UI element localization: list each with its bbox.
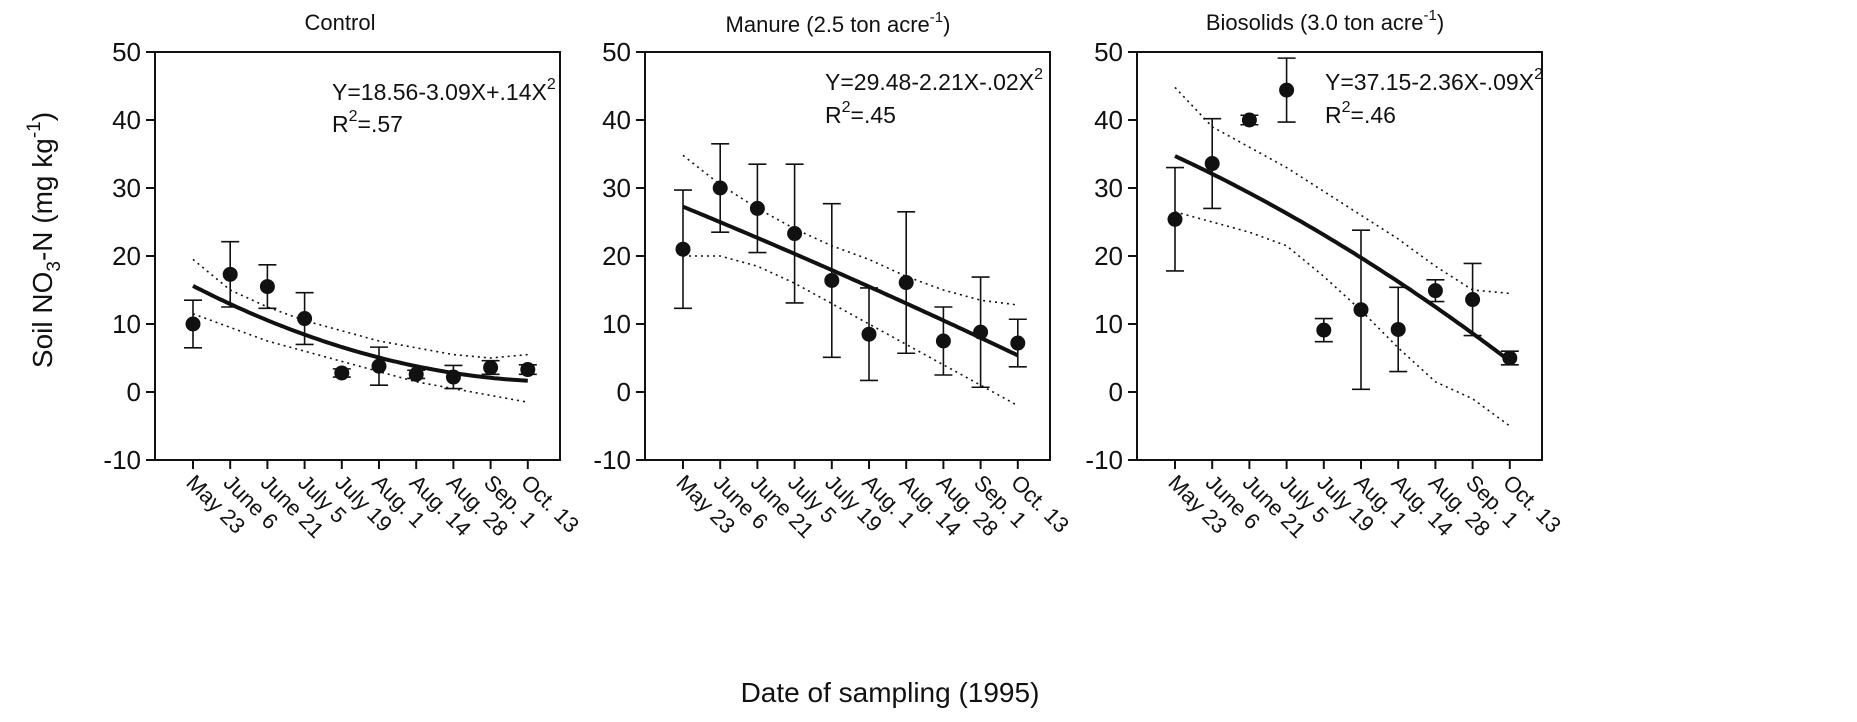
r-squared: R2=.57 bbox=[332, 108, 403, 137]
data-point bbox=[222, 266, 238, 282]
data-point bbox=[973, 324, 989, 340]
data-point bbox=[297, 311, 313, 327]
y-ticks: -10 0 10 20 30 40 50 bbox=[593, 37, 645, 475]
data-point bbox=[371, 358, 387, 374]
data-point bbox=[898, 275, 914, 291]
data-point bbox=[1390, 321, 1406, 337]
y-axis-title: Soil NO3-N (mg kg-1) bbox=[24, 112, 65, 368]
data-point bbox=[1167, 211, 1183, 227]
confidence-band-lower bbox=[683, 255, 1019, 407]
data-point bbox=[1353, 302, 1369, 318]
data-point bbox=[712, 180, 728, 196]
y-tick-label: 50 bbox=[602, 37, 631, 67]
y-tick-label: -10 bbox=[103, 445, 141, 475]
y-tick-label: 10 bbox=[602, 309, 631, 339]
r-squared: R2=.46 bbox=[1325, 99, 1396, 128]
y-tick-label: 50 bbox=[112, 37, 141, 67]
data-point bbox=[334, 365, 350, 381]
data-point bbox=[1204, 156, 1220, 172]
panel-title: Biosolids (3.0 ton acre-1) bbox=[1206, 7, 1444, 35]
y-tick-label: -10 bbox=[1085, 445, 1123, 475]
confidence-band-upper bbox=[682, 154, 1018, 306]
data-point bbox=[259, 279, 275, 295]
y-tick-label: 40 bbox=[112, 105, 141, 135]
y-ticks: -10 0 10 20 30 40 50 bbox=[1085, 37, 1137, 475]
y-tick-label: 0 bbox=[127, 377, 141, 407]
y-tick-label: 10 bbox=[1094, 309, 1123, 339]
y-tick-label: 10 bbox=[112, 309, 141, 339]
y-tick-label: 20 bbox=[602, 241, 631, 271]
regression-curve bbox=[1174, 154, 1512, 363]
confidence-band-lower bbox=[192, 313, 528, 403]
y-tick-label: 40 bbox=[602, 105, 631, 135]
y-ticks: -10 0 10 20 30 40 50 bbox=[103, 37, 155, 475]
confidence-band-upper bbox=[1174, 86, 1510, 295]
data-point bbox=[675, 241, 691, 257]
data-point bbox=[1279, 82, 1295, 98]
data-point bbox=[1316, 322, 1332, 338]
panel-title: Manure (2.5 ton acre-1) bbox=[726, 9, 951, 37]
regression-equation: Y=29.48-2.21X-.02X2 bbox=[825, 66, 1043, 95]
r-squared: R2=.45 bbox=[825, 99, 896, 128]
data-points bbox=[674, 143, 1027, 389]
data-point bbox=[1502, 350, 1518, 366]
panel-title: Control bbox=[305, 10, 376, 35]
regression-curve bbox=[682, 204, 1019, 358]
data-point bbox=[1465, 292, 1481, 308]
data-point bbox=[749, 200, 765, 216]
data-points bbox=[184, 240, 537, 390]
y-tick-label: 0 bbox=[1109, 377, 1123, 407]
y-tick-label: 50 bbox=[1094, 37, 1123, 67]
y-tick-label: 30 bbox=[1094, 173, 1123, 203]
data-point bbox=[520, 362, 536, 378]
x-axis-title: Date of sampling (1995) bbox=[741, 677, 1040, 708]
y-tick-label: 0 bbox=[617, 377, 631, 407]
data-point bbox=[861, 326, 877, 342]
regression-curve bbox=[192, 284, 528, 383]
regression-equation: Y=18.56-3.09X+.14X2 bbox=[332, 76, 556, 105]
data-point bbox=[483, 360, 499, 376]
confidence-band-upper bbox=[192, 258, 528, 359]
regression-equation: Y=37.15-2.36X-.09X2 bbox=[1325, 66, 1543, 95]
y-tick-label: 30 bbox=[602, 173, 631, 203]
data-point bbox=[787, 226, 803, 242]
y-tick-label: 30 bbox=[112, 173, 141, 203]
data-point bbox=[1427, 283, 1443, 299]
y-tick-label: 40 bbox=[1094, 105, 1123, 135]
data-point bbox=[408, 366, 424, 382]
data-point bbox=[935, 333, 951, 349]
data-point bbox=[1010, 335, 1026, 351]
data-points bbox=[1166, 57, 1519, 391]
data-point bbox=[445, 369, 461, 385]
y-tick-label: 20 bbox=[112, 241, 141, 271]
data-point bbox=[824, 272, 840, 288]
data-point bbox=[1241, 112, 1257, 128]
data-point bbox=[185, 316, 201, 332]
y-tick-label: -10 bbox=[593, 445, 631, 475]
y-tick-label: 20 bbox=[1094, 241, 1123, 271]
